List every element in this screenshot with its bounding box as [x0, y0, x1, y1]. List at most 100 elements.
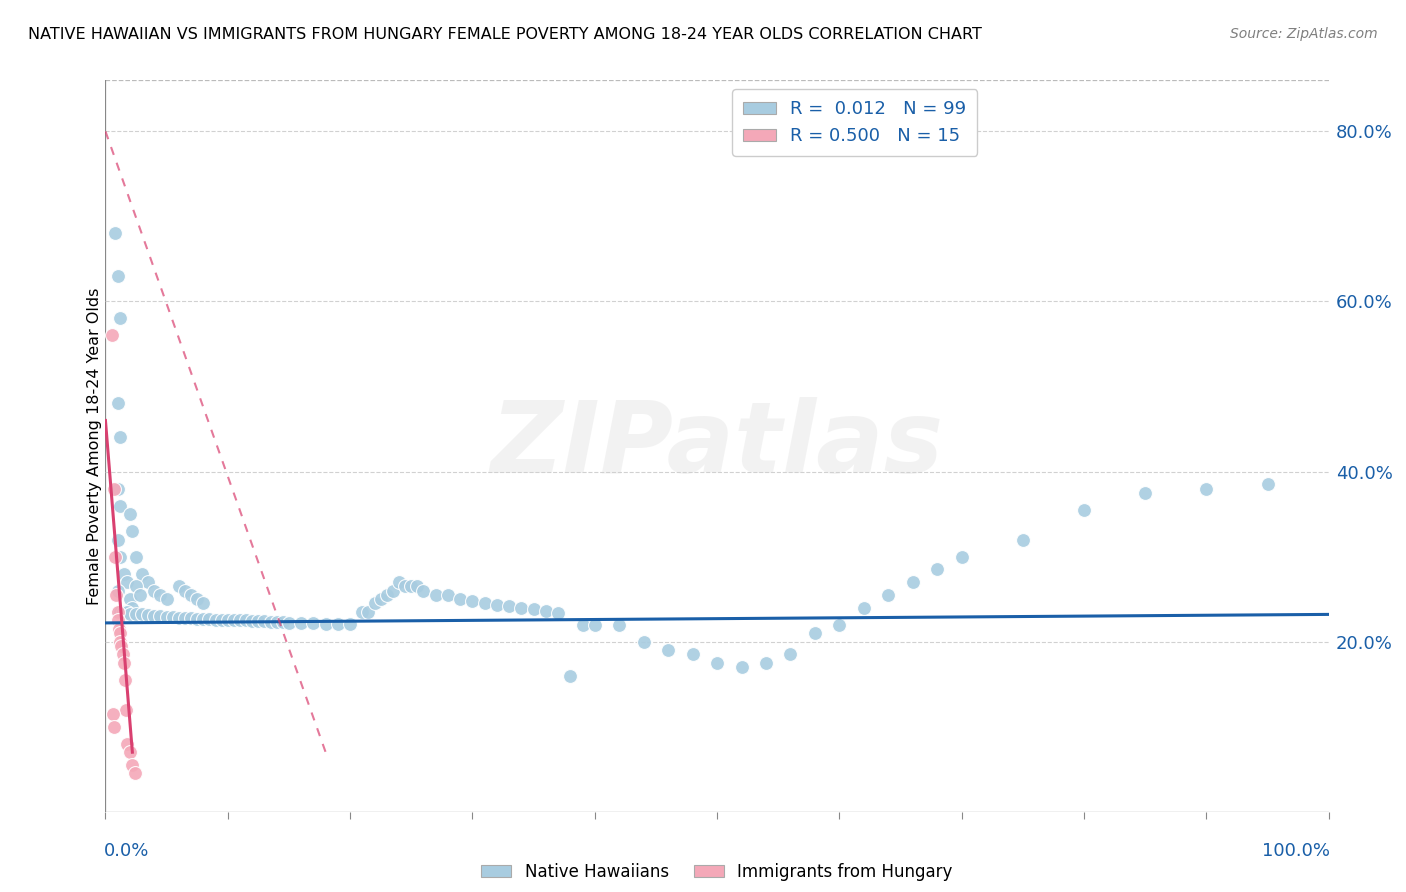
Point [388, 575, 411, 590]
Point [927, 562, 949, 576]
Point [657, 643, 679, 657]
Point [607, 617, 630, 632]
Point [204, 613, 226, 627]
Point [107, 605, 129, 619]
Point [162, 610, 184, 624]
Point [1133, 485, 1156, 500]
Point [877, 588, 900, 602]
Point [108, 430, 131, 444]
Point [1011, 533, 1033, 547]
Point [117, 605, 139, 619]
Point [124, 766, 146, 780]
Point [522, 602, 544, 616]
Text: 100.0%: 100.0% [1263, 842, 1330, 860]
Point [149, 609, 172, 624]
Point [103, 482, 125, 496]
Point [326, 616, 349, 631]
Point [1195, 482, 1218, 496]
Point [193, 596, 215, 610]
Point [107, 482, 129, 496]
Point [682, 648, 704, 662]
Point [401, 579, 423, 593]
Point [118, 607, 141, 621]
Point [534, 604, 557, 618]
Point [730, 660, 752, 674]
Text: Source: ZipAtlas.com: Source: ZipAtlas.com [1230, 27, 1378, 41]
Point [186, 612, 208, 626]
Point [143, 609, 166, 624]
Point [235, 613, 257, 627]
Point [111, 605, 134, 619]
Point [375, 588, 398, 602]
Point [363, 596, 385, 610]
Point [108, 622, 131, 636]
Point [121, 758, 143, 772]
Point [174, 583, 197, 598]
Point [156, 610, 179, 624]
Point [357, 605, 380, 619]
Point [104, 549, 127, 564]
Point [110, 639, 132, 653]
Point [229, 613, 252, 627]
Point [125, 579, 148, 593]
Point [104, 227, 127, 241]
Point [108, 626, 131, 640]
Point [136, 575, 159, 590]
Point [108, 605, 131, 619]
Point [125, 549, 148, 564]
Point [117, 737, 139, 751]
Point [108, 499, 131, 513]
Point [180, 588, 202, 602]
Point [180, 611, 202, 625]
Point [406, 579, 429, 593]
Point [633, 634, 655, 648]
Point [240, 614, 263, 628]
Point [271, 615, 294, 629]
Point [339, 616, 361, 631]
Point [115, 703, 138, 717]
Point [136, 608, 159, 623]
Point [583, 617, 606, 632]
Point [560, 668, 582, 682]
Point [125, 607, 148, 622]
Point [107, 396, 129, 410]
Point [253, 614, 276, 628]
Point [128, 588, 150, 602]
Point [266, 615, 288, 629]
Point [950, 549, 973, 564]
Point [143, 583, 166, 598]
Point [474, 596, 496, 610]
Point [302, 615, 325, 630]
Text: 0.0%: 0.0% [104, 842, 149, 860]
Point [828, 617, 851, 632]
Point [198, 612, 221, 626]
Point [111, 648, 134, 662]
Point [149, 588, 172, 602]
Point [131, 607, 153, 622]
Point [510, 600, 533, 615]
Point [114, 673, 136, 687]
Point [437, 588, 460, 602]
Point [114, 605, 136, 619]
Point [121, 600, 143, 615]
Point [103, 720, 125, 734]
Point [217, 613, 239, 627]
Point [107, 613, 129, 627]
Point [108, 549, 131, 564]
Point [211, 613, 233, 627]
Point [779, 648, 801, 662]
Point [804, 626, 827, 640]
Point [352, 605, 374, 619]
Point [571, 617, 593, 632]
Point [278, 615, 301, 630]
Point [186, 592, 208, 607]
Point [461, 594, 484, 608]
Point [315, 616, 337, 631]
Point [259, 615, 281, 629]
Point [118, 592, 141, 607]
Point [290, 615, 312, 630]
Point [100, 328, 122, 343]
Point [117, 575, 139, 590]
Point [131, 566, 153, 581]
Point [1073, 503, 1095, 517]
